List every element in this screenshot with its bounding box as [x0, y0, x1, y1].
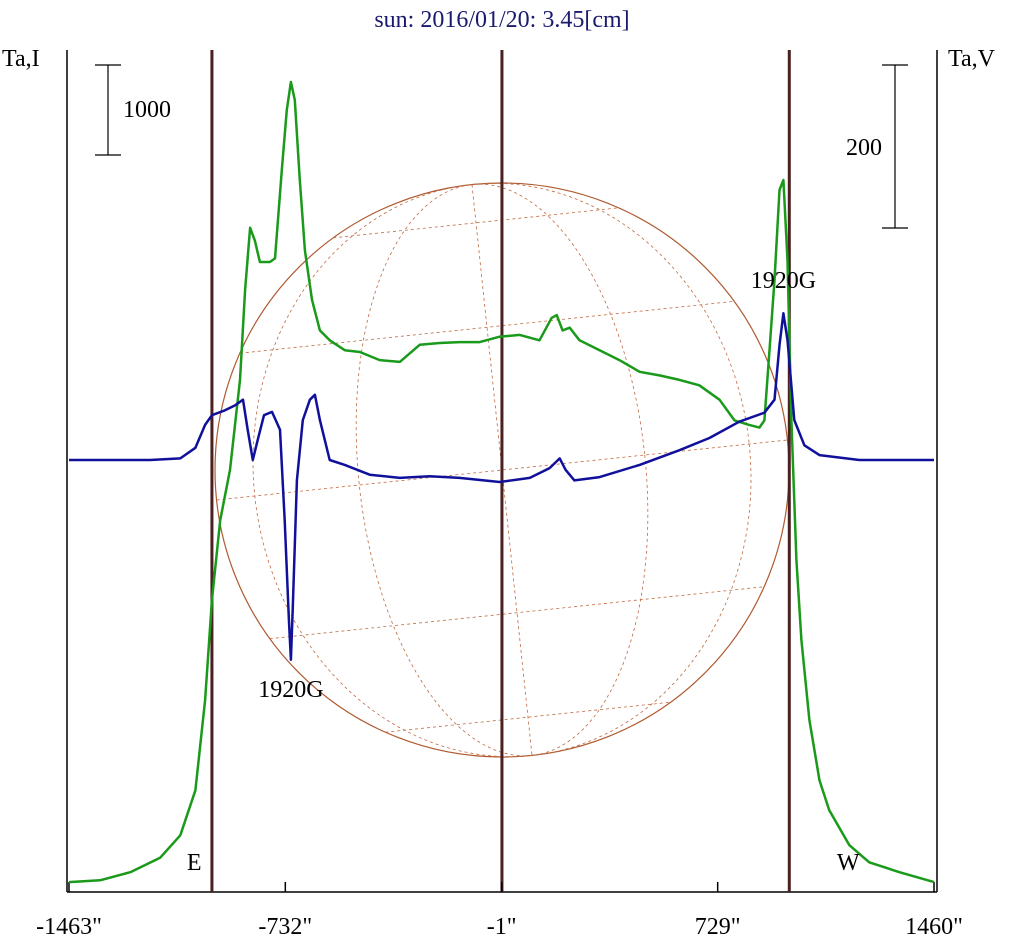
x-tick-label: -1": [487, 914, 517, 940]
x-tick-label: -1463": [36, 914, 102, 940]
parallel: [239, 300, 735, 354]
x-tick-label: -732": [258, 914, 312, 940]
x-tick-label: 729": [695, 914, 741, 940]
y-axis-label: Ta,I: [2, 46, 40, 72]
series-line: [68, 80, 935, 884]
series-line: [69, 312, 934, 661]
chart-title: sun: 2016/01/20: 3.45[cm]: [374, 7, 629, 33]
annotation: 1920G: [751, 268, 816, 294]
scale-bar-label: 1000: [123, 97, 171, 123]
scale-bar-label: 200: [846, 135, 882, 161]
annotation: E: [187, 850, 202, 876]
annotation: W: [837, 850, 860, 876]
x-tick-label: 1460": [905, 914, 963, 940]
parallel: [269, 586, 765, 640]
y2-axis-label: Ta,V: [948, 46, 996, 72]
annotation: 1920G: [258, 677, 323, 703]
